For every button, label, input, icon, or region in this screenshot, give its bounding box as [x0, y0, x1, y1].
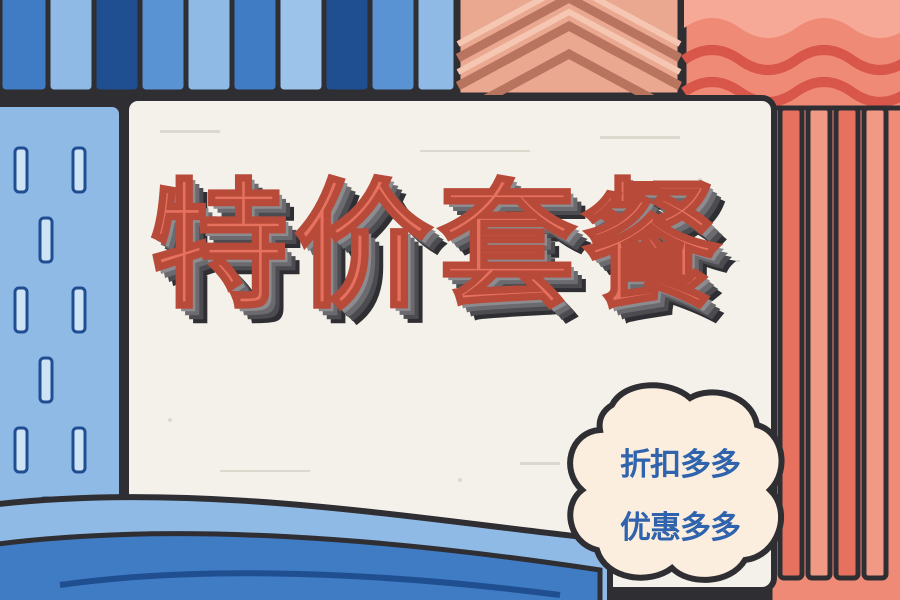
poster-title: 特价套餐 — [148, 166, 727, 327]
chevron-panel — [455, 0, 683, 118]
tagline-offer: 优惠多多 — [620, 510, 741, 546]
left-building — [0, 101, 125, 600]
title-shadow: 特价套餐 — [154, 170, 731, 331]
cloud-bubble — [567, 382, 785, 583]
bottom-waves — [0, 494, 613, 600]
tagline-discount: 折扣多多 — [620, 447, 741, 483]
title-shadow: 特价套餐 — [158, 174, 735, 335]
top-blue-stripes — [0, 0, 459, 95]
title-shadow: 特价套餐 — [162, 178, 739, 339]
title-group: 特价套餐 特价套餐 特价套餐 特价套餐 特价套餐 — [148, 166, 750, 428]
right-pillar — [767, 105, 900, 600]
title-shadow: 特价套餐 — [166, 182, 743, 343]
paper-speckles — [160, 130, 740, 482]
